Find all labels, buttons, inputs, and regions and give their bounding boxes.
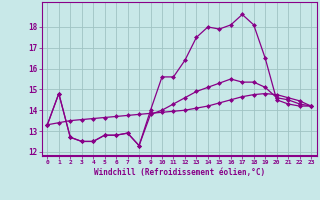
X-axis label: Windchill (Refroidissement éolien,°C): Windchill (Refroidissement éolien,°C) [94,168,265,177]
